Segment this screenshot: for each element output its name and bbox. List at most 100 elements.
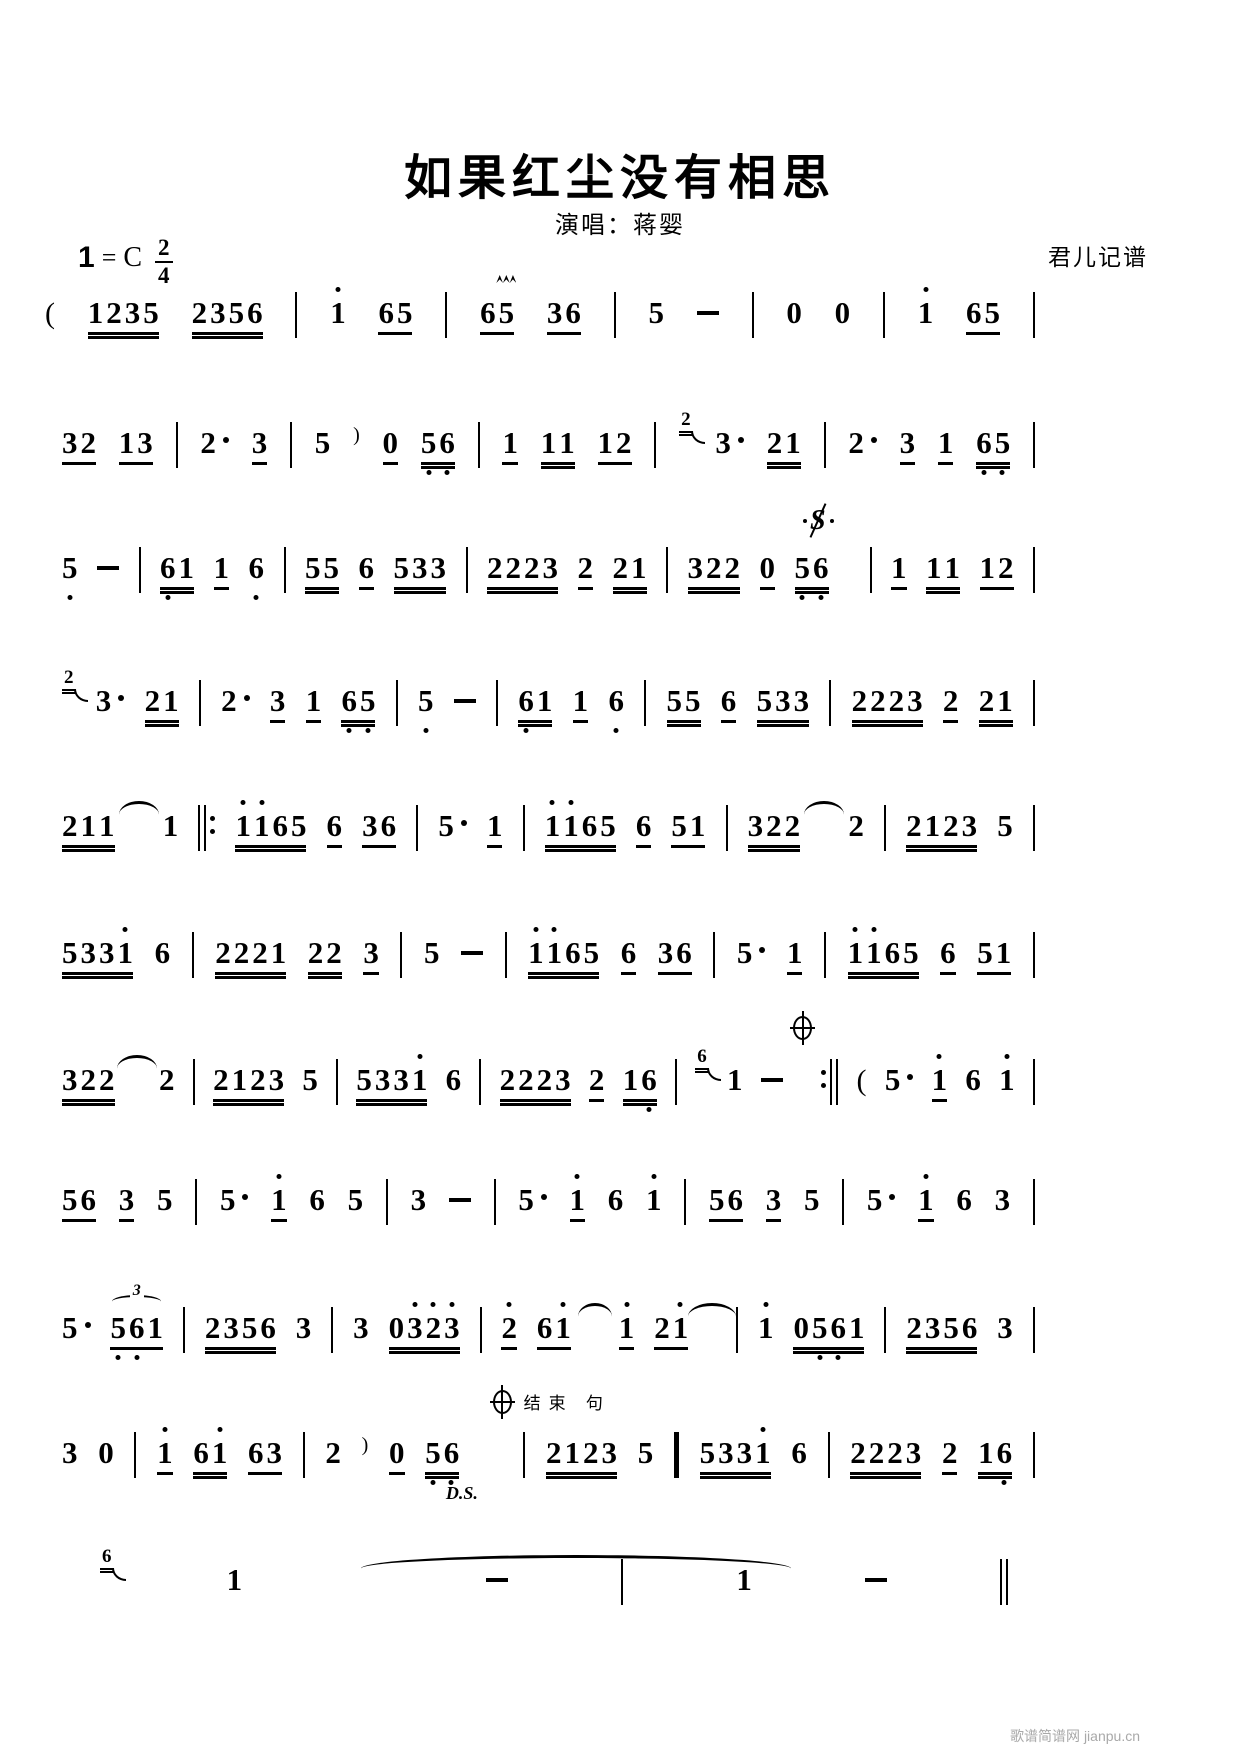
note: 3	[125, 295, 141, 331]
augmentation-dot-icon	[889, 1194, 896, 1200]
note: 1	[227, 1562, 243, 1598]
note-digit: 2	[200, 425, 216, 460]
barline-final	[999, 1559, 1008, 1605]
note: 2	[326, 935, 342, 971]
note-digit: 5	[110, 1310, 126, 1345]
note-digit: 6	[961, 1310, 978, 1345]
augmentation-dot-icon	[870, 437, 877, 443]
note: 2	[252, 935, 268, 971]
note-digit: 2	[546, 1435, 562, 1470]
barline	[830, 1059, 833, 1105]
note-digit: 1	[118, 425, 135, 460]
note: 6	[962, 1310, 978, 1346]
note-digit: 3	[905, 1435, 922, 1470]
note: 1	[736, 1562, 752, 1598]
note-digit: 3	[961, 808, 978, 843]
note-digit: 6	[727, 1182, 743, 1217]
note-digit: 5	[302, 1062, 318, 1097]
note-digit: 3	[118, 1182, 135, 1217]
note: 5	[812, 1310, 828, 1346]
note: 1	[537, 683, 553, 719]
key-equals-sign: =	[101, 243, 117, 272]
augmentation-dot-icon	[737, 437, 744, 443]
note-digit: 1	[253, 808, 270, 843]
note: 5	[997, 808, 1013, 844]
note-digit: 2	[941, 1435, 958, 1470]
note: 3	[543, 550, 559, 586]
note-digit: 2	[499, 1062, 516, 1097]
note: 2	[524, 550, 540, 586]
note: 6	[247, 295, 263, 331]
note: 6	[129, 1310, 145, 1346]
note-digit: 3	[362, 808, 378, 843]
note-digit: 2	[62, 808, 78, 843]
note-digit: 5	[994, 425, 1011, 460]
note-digit: 2	[848, 425, 864, 460]
note-digit: 0	[759, 550, 776, 585]
note-digit: 3	[374, 1062, 391, 1097]
note: 3	[995, 1182, 1011, 1218]
note: 6	[341, 683, 357, 719]
note: 6	[309, 1182, 325, 1218]
duration-dash	[461, 951, 483, 955]
note-digit: 5	[583, 935, 600, 970]
duration-dash	[486, 1578, 509, 1582]
barline	[134, 1432, 137, 1478]
note-digit: 2	[577, 550, 594, 585]
barline	[1032, 680, 1035, 726]
note: 2	[725, 550, 741, 586]
note-digit: 1	[163, 683, 179, 718]
barline	[1032, 1059, 1035, 1105]
note-digit: 5	[977, 935, 993, 970]
note-digit: 1	[87, 295, 104, 330]
note-digit: 5	[600, 808, 616, 843]
note-digit: 1	[555, 1310, 571, 1345]
note-digit: 1	[569, 1182, 586, 1217]
note: 5	[143, 295, 159, 331]
barline	[644, 680, 647, 726]
note-digit: 2	[588, 1062, 605, 1097]
barline	[884, 1307, 887, 1353]
note-digit: 1	[689, 808, 706, 843]
note: 2	[766, 808, 782, 844]
note-digit: 6	[160, 550, 176, 585]
note-digit: 3	[542, 550, 559, 585]
note: 1	[81, 808, 97, 844]
note-digit: 3	[444, 1310, 460, 1345]
note-digit: 6	[720, 683, 737, 718]
note-digit: 1	[995, 935, 1012, 970]
note: 6	[537, 1310, 553, 1346]
note: 2	[654, 1310, 670, 1346]
note-digit: 5	[648, 295, 664, 330]
note-digit: 5	[685, 683, 701, 718]
note: 1	[118, 935, 134, 971]
note: 2	[577, 550, 594, 590]
left-paren: (	[45, 297, 55, 330]
note: 1	[999, 1062, 1015, 1098]
note-digit: 1	[178, 550, 195, 585]
note: 1	[980, 550, 996, 586]
note-digit: 5	[708, 1182, 725, 1217]
ds-text: D.S.	[445, 1483, 478, 1503]
coda-icon	[492, 1389, 512, 1414]
barline	[613, 292, 616, 338]
note-digit: 3	[747, 808, 764, 843]
note-digit: 3	[546, 295, 563, 330]
note: 5	[648, 295, 664, 331]
barline	[882, 292, 885, 338]
music-line-7: 3 2 2 2 2 1 2 3 5 5 3 3 1 6 2 2 2 3 2 1 6 6 1(5 1 6 1	[62, 1016, 1035, 1106]
barline	[477, 422, 480, 468]
note: 2	[221, 683, 250, 719]
note: 2	[852, 683, 868, 719]
note-digit: 5	[666, 683, 683, 718]
note-digit: 5	[62, 1310, 78, 1345]
